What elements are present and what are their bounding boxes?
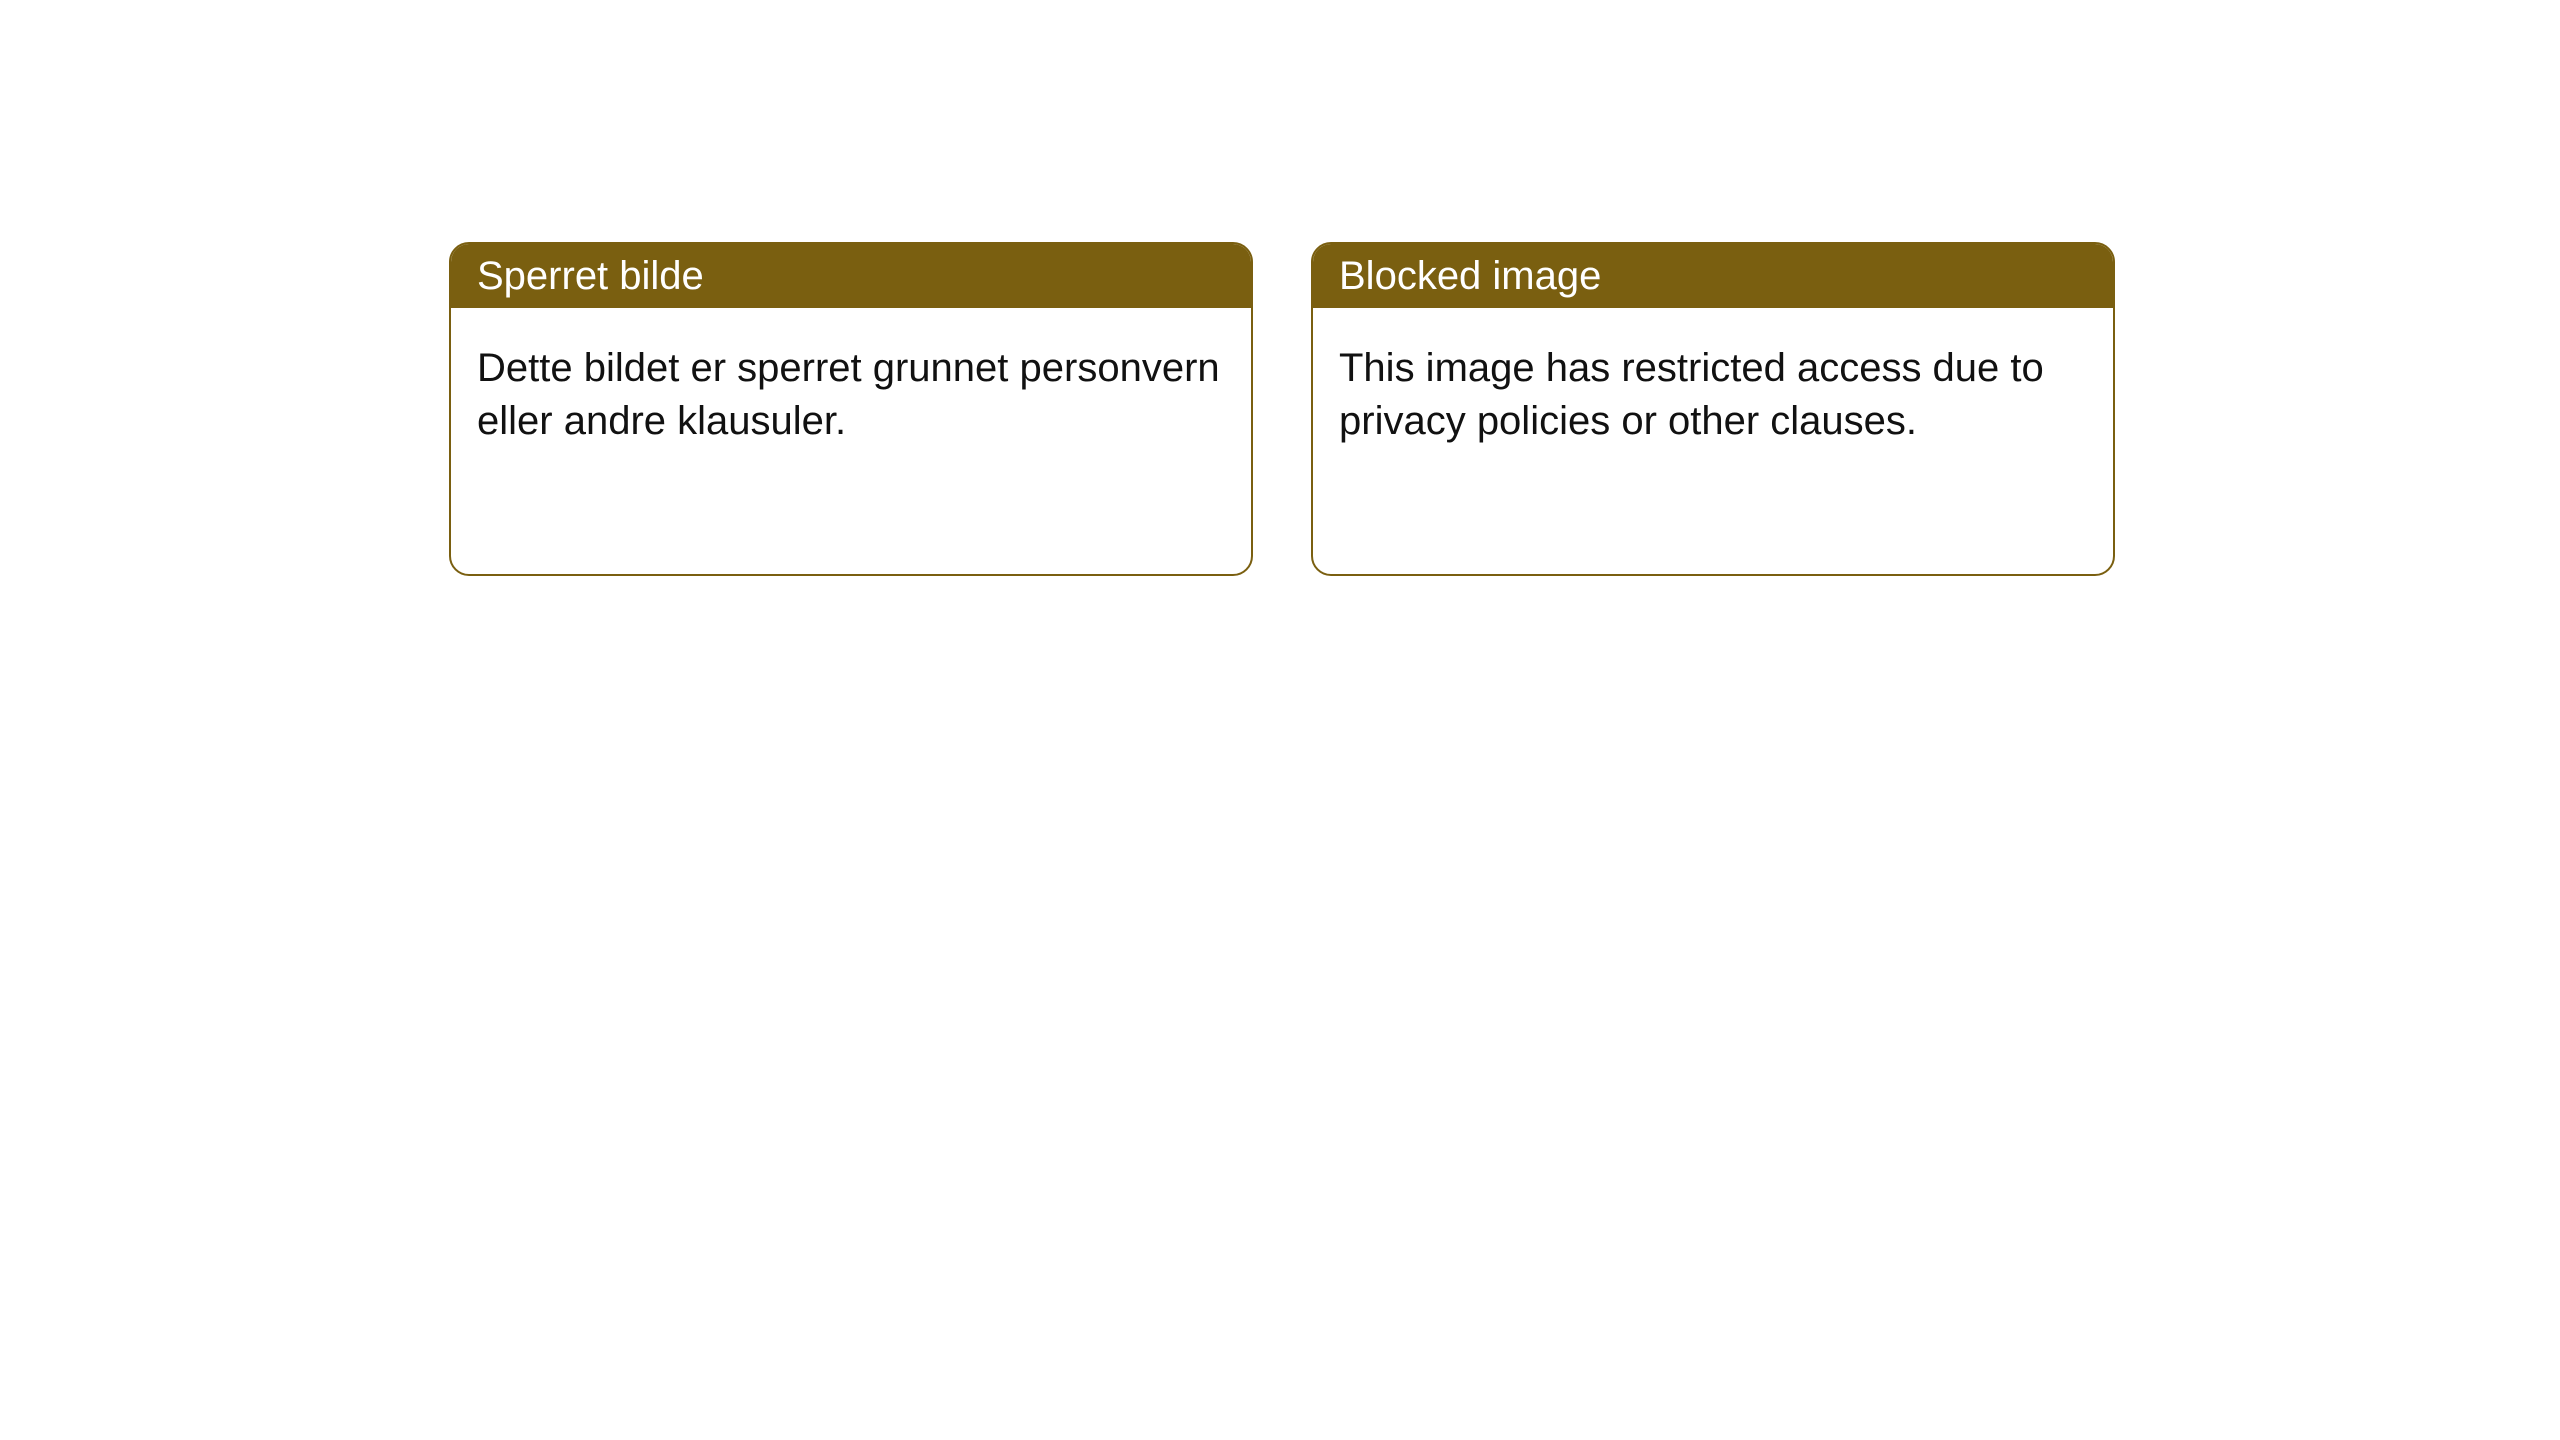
card-body-norwegian: Dette bildet er sperret grunnet personve… xyxy=(451,308,1251,474)
card-title-norwegian: Sperret bilde xyxy=(477,254,704,298)
card-header-norwegian: Sperret bilde xyxy=(451,244,1251,308)
card-text-english: This image has restricted access due to … xyxy=(1339,346,2044,443)
card-title-english: Blocked image xyxy=(1339,254,1601,298)
card-text-norwegian: Dette bildet er sperret grunnet personve… xyxy=(477,346,1220,443)
card-body-english: This image has restricted access due to … xyxy=(1313,308,2113,474)
cards-container: Sperret bilde Dette bildet er sperret gr… xyxy=(0,0,2560,576)
card-english: Blocked image This image has restricted … xyxy=(1311,242,2115,576)
card-norwegian: Sperret bilde Dette bildet er sperret gr… xyxy=(449,242,1253,576)
card-header-english: Blocked image xyxy=(1313,244,2113,308)
